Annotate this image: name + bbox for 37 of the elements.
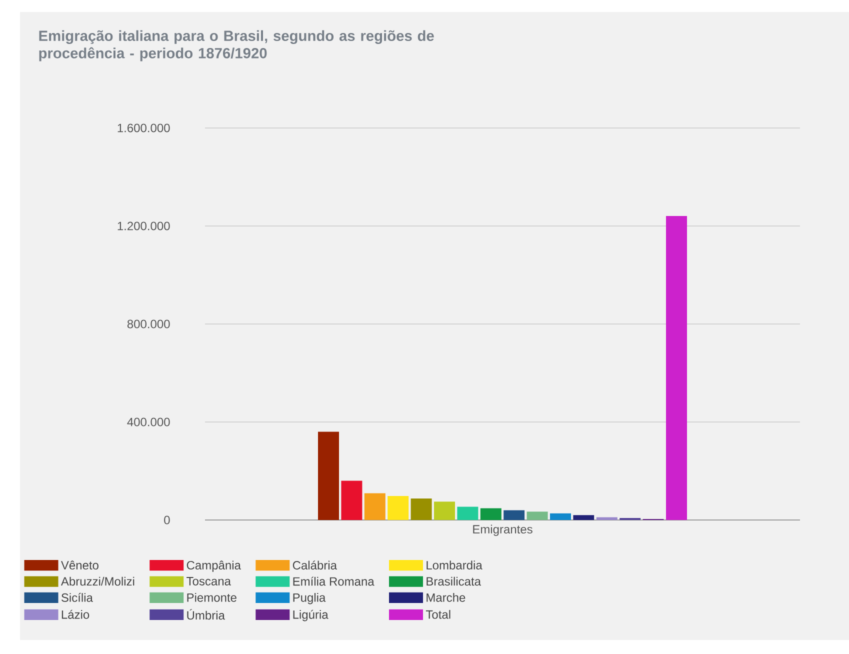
y-tick-label: 800.000	[127, 320, 170, 328]
legend-label: Ligúria	[293, 610, 328, 622]
y-tick-label: 0	[164, 516, 170, 524]
y-tick-label: 1.200.000	[118, 222, 170, 230]
bar	[318, 432, 339, 520]
bar	[388, 496, 409, 520]
legend-label: Lombardia	[426, 560, 482, 570]
x-tick-label: Emigrantes	[473, 524, 532, 536]
legend-label: Campânia	[186, 560, 241, 572]
bar	[480, 508, 502, 520]
legend-label: Lázio	[62, 610, 90, 619]
bar	[364, 493, 386, 520]
bar	[410, 498, 432, 520]
legend-label: Emília Romana	[293, 576, 374, 586]
legend-label: Total	[426, 610, 450, 619]
bar	[341, 480, 362, 520]
legend-label: Marche	[426, 593, 466, 602]
y-tick-label: 400.000	[127, 418, 170, 426]
bar	[596, 517, 618, 520]
y-tick-label: 1.600.000	[118, 124, 170, 132]
legend-label: Vêneto	[60, 560, 98, 570]
legend-label: Calábria	[292, 560, 337, 570]
bar	[550, 513, 572, 520]
bar	[457, 506, 478, 520]
bar	[666, 216, 688, 520]
legend-label: Abruzzi/Molizi	[60, 576, 134, 586]
bar	[504, 510, 525, 520]
bar	[573, 515, 594, 520]
legend-label: Sicília	[61, 592, 93, 602]
bar	[434, 502, 456, 520]
legend-label: Brasilicata	[426, 576, 482, 586]
legend-label: Úmbria	[187, 609, 225, 620]
chart-title: Emigração italiana para o Brasil, segundo as regiões de procedência - periodo 1876/1920	[39, 30, 434, 62]
legend-label: Puglia	[293, 593, 326, 604]
bar	[526, 512, 548, 520]
legend-label: Toscana	[186, 577, 231, 586]
legend-label: Piemonte	[187, 593, 236, 602]
